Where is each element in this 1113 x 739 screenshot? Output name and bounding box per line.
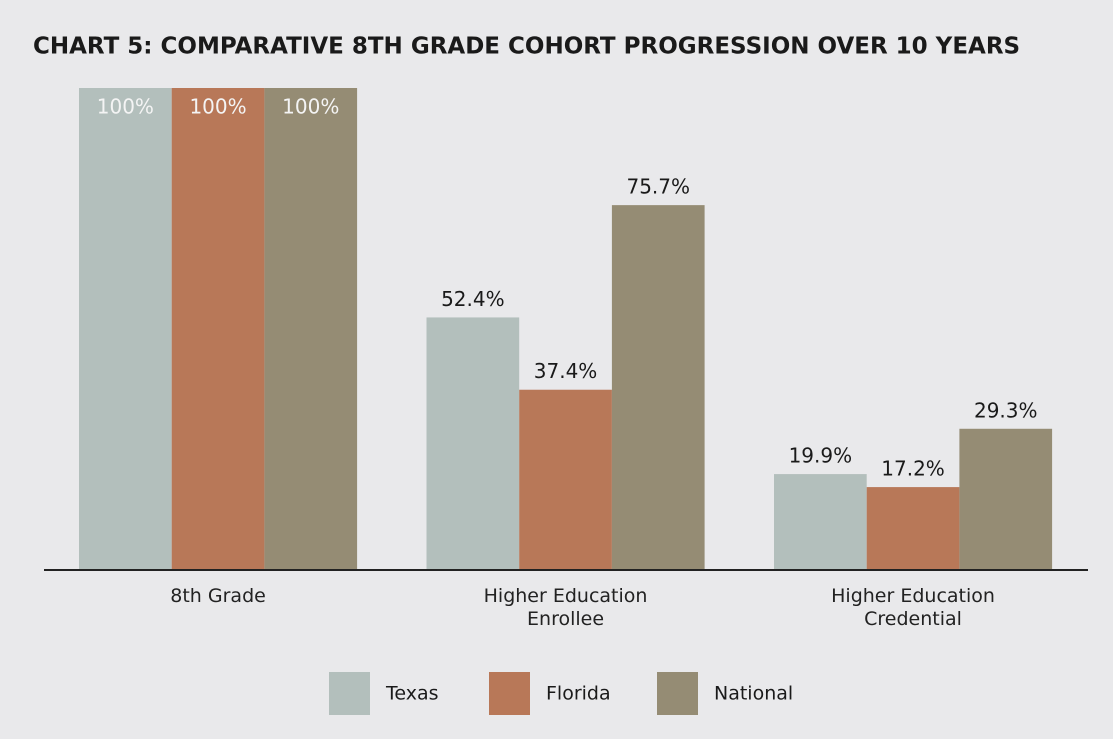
bar <box>264 88 358 570</box>
bar <box>611 205 705 570</box>
x-tick-label: Higher Education Credential <box>831 585 995 630</box>
bar <box>774 474 867 570</box>
bar <box>426 317 520 570</box>
value-label: 100% <box>282 95 339 119</box>
x-tick-label: 8th Grade <box>170 585 266 607</box>
value-label: 100% <box>97 95 154 119</box>
value-label: 75.7% <box>626 175 690 199</box>
chart-title: CHART 5: COMPARATIVE 8TH GRADE COHORT PR… <box>33 34 1020 60</box>
legend-label: Florida <box>546 683 611 705</box>
bar <box>959 428 1053 570</box>
value-label: 19.9% <box>789 444 853 468</box>
x-tick-label: Higher Education Enrollee <box>483 585 648 630</box>
legend-swatch <box>489 672 530 715</box>
bar <box>171 88 265 570</box>
legend-label: Texas <box>385 683 439 705</box>
bar <box>866 487 960 570</box>
legend-swatch <box>657 672 698 715</box>
value-label: 100% <box>189 95 246 119</box>
value-label: 52.4% <box>441 287 505 311</box>
value-label: 17.2% <box>881 457 945 481</box>
bar <box>79 88 172 570</box>
value-label: 37.4% <box>534 359 598 383</box>
legend-label: National <box>714 683 793 705</box>
bar <box>519 389 612 570</box>
value-label: 29.3% <box>974 398 1038 422</box>
legend-swatch <box>329 672 370 715</box>
